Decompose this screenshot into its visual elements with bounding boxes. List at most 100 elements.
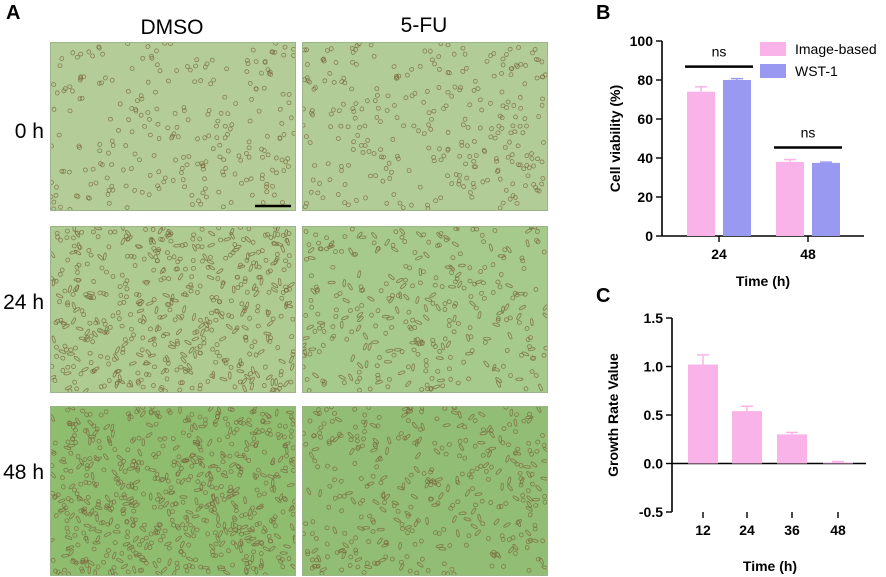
- cell: [219, 492, 225, 498]
- cell: [488, 446, 497, 451]
- cell: [377, 355, 382, 360]
- cell: [320, 378, 326, 384]
- cell: [278, 359, 286, 364]
- cell: [156, 522, 162, 527]
- cell: [398, 559, 404, 565]
- cell: [506, 246, 512, 254]
- cell: [122, 469, 128, 474]
- cell: [87, 291, 96, 295]
- cell: [126, 235, 133, 242]
- cell: [199, 483, 204, 492]
- cell: [110, 187, 116, 193]
- cell: [278, 369, 284, 374]
- cell: [218, 237, 223, 243]
- cell: [284, 301, 288, 310]
- cell: [184, 532, 192, 538]
- cell: [354, 43, 360, 48]
- cell: [348, 373, 354, 382]
- cell: [255, 303, 261, 309]
- cell: [88, 526, 97, 532]
- cell: [83, 167, 88, 173]
- cell: [446, 484, 450, 493]
- cell: [322, 78, 328, 84]
- cell: [66, 545, 75, 550]
- cell: [454, 276, 460, 282]
- cell: [75, 515, 81, 524]
- cell: [532, 47, 538, 52]
- cell: [68, 468, 74, 474]
- cell: [128, 379, 134, 388]
- cell: [63, 467, 69, 473]
- cell: [477, 311, 482, 320]
- cell: [64, 228, 70, 234]
- cell: [251, 283, 257, 292]
- cell: [522, 291, 528, 297]
- cell: [270, 517, 276, 522]
- cell: [76, 496, 82, 502]
- cell: [195, 136, 200, 142]
- cell: [106, 361, 111, 367]
- cell: [91, 295, 97, 301]
- cell: [406, 407, 411, 413]
- cell: [198, 317, 203, 323]
- cell: [90, 229, 96, 235]
- cell: [116, 454, 124, 461]
- cell: [186, 415, 192, 423]
- cell: [492, 367, 501, 372]
- cell: [415, 439, 419, 447]
- cell: [106, 187, 112, 193]
- cell: [52, 440, 58, 446]
- cell: [123, 183, 129, 189]
- cell: [542, 304, 547, 311]
- cell: [153, 421, 159, 427]
- cell: [458, 85, 464, 90]
- cell: [158, 236, 164, 242]
- cell: [225, 148, 231, 154]
- micrograph-dmso-48h: [50, 406, 296, 576]
- cell: [182, 305, 187, 314]
- cell: [92, 480, 98, 488]
- cell: [171, 254, 177, 260]
- cell: [228, 469, 234, 474]
- cell: [163, 489, 169, 495]
- cell: [111, 565, 117, 570]
- cell: [467, 102, 473, 108]
- cell: [347, 432, 354, 439]
- cell: [463, 542, 469, 548]
- cell: [267, 338, 273, 344]
- x-axis-label: Time (h): [736, 273, 790, 289]
- cell: [140, 384, 146, 390]
- cell: [482, 462, 490, 469]
- cell: [96, 438, 102, 444]
- cell: [211, 371, 216, 379]
- cell: [342, 542, 349, 549]
- cell: [273, 43, 279, 46]
- cell: [139, 526, 147, 533]
- cell: [267, 320, 274, 327]
- cell: [166, 408, 172, 414]
- cell: [254, 473, 260, 479]
- cell: [200, 190, 206, 196]
- cell: [87, 456, 93, 461]
- cell: [270, 287, 278, 293]
- cell: [529, 481, 535, 487]
- cell: [426, 239, 432, 245]
- cell: [205, 568, 211, 574]
- cell: [351, 139, 356, 145]
- cell: [327, 441, 332, 446]
- cell: [250, 554, 255, 563]
- cell: [243, 337, 249, 343]
- cell: [164, 541, 172, 547]
- cell: [436, 531, 442, 537]
- cell: [274, 251, 280, 257]
- cell: [408, 504, 414, 510]
- cell: [77, 96, 83, 102]
- cell: [209, 327, 215, 333]
- cell: [78, 481, 84, 487]
- cell: [218, 110, 224, 116]
- cell: [331, 80, 337, 85]
- cell: [505, 99, 511, 105]
- micrograph-5fu-48h: [302, 406, 548, 576]
- cell: [452, 314, 457, 323]
- cell: [448, 376, 454, 382]
